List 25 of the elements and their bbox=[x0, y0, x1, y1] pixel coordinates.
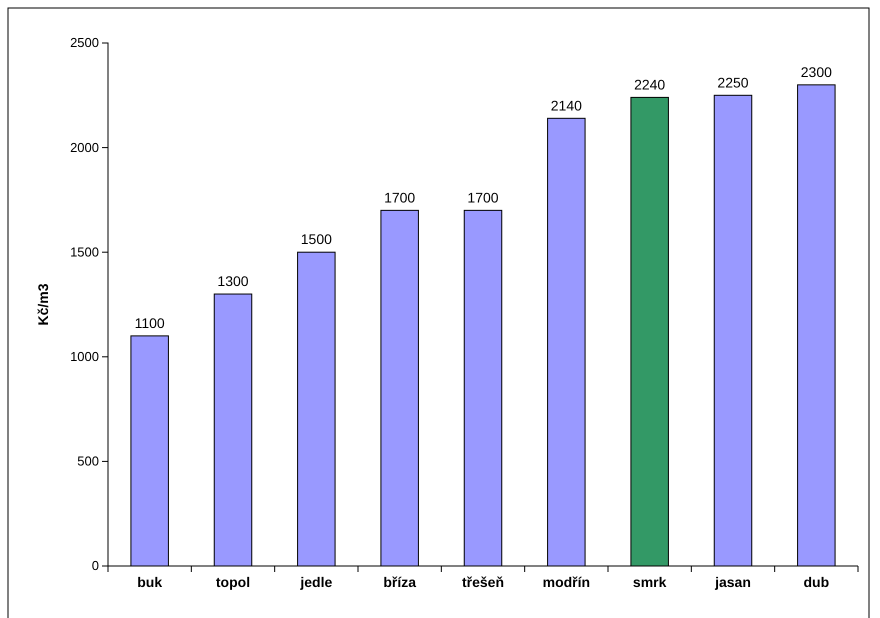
y-tick-label: 0 bbox=[92, 558, 99, 574]
data-label: 1700 bbox=[384, 189, 416, 206]
x-tick-label: jasan bbox=[714, 574, 751, 590]
x-tick-label: dub bbox=[804, 574, 830, 590]
x-tick-label: modřín bbox=[542, 574, 590, 590]
data-label: 2240 bbox=[634, 76, 666, 92]
x-tick-label: smrk bbox=[632, 574, 667, 590]
y-tick-label: 1000 bbox=[70, 348, 99, 364]
y-tick-label: 2500 bbox=[70, 35, 99, 50]
data-label: 1100 bbox=[134, 314, 165, 331]
y-tick-label: 1500 bbox=[70, 244, 99, 260]
data-label: 1700 bbox=[467, 189, 499, 206]
data-label: 2250 bbox=[717, 74, 749, 90]
y-axis-title: Kč/m3 bbox=[35, 283, 51, 326]
y-tick-label: 2000 bbox=[70, 140, 99, 155]
data-label: 2140 bbox=[550, 97, 582, 114]
x-tick-label: buk bbox=[137, 574, 162, 590]
x-tick-label: bříza bbox=[383, 574, 416, 590]
data-label: 1500 bbox=[300, 231, 332, 248]
data-label: 1300 bbox=[217, 273, 249, 290]
x-tick-label: jedle bbox=[299, 574, 332, 590]
data-label: 2300 bbox=[800, 64, 832, 80]
y-tick-label: 500 bbox=[77, 454, 99, 469]
x-tick-label: topol bbox=[216, 574, 250, 590]
x-tick-label: třešeň bbox=[462, 574, 504, 590]
